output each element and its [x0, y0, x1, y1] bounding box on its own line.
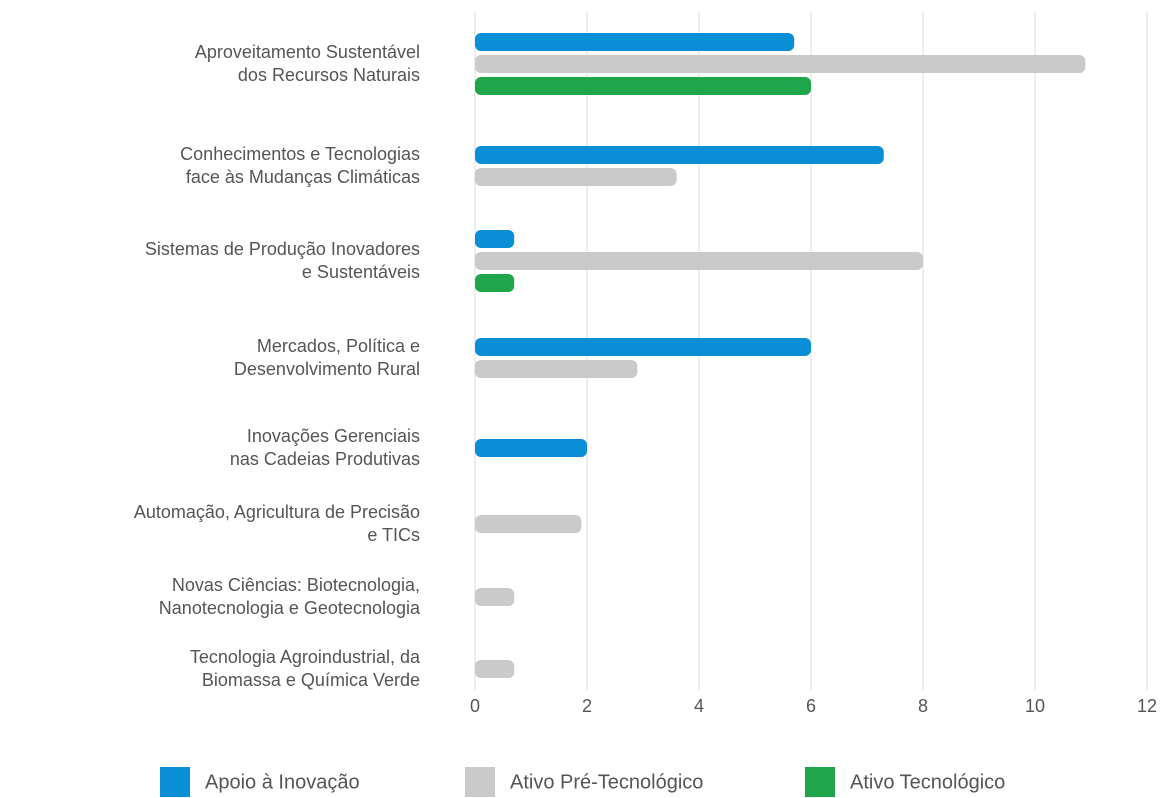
- category-label: Automação, Agricultura de Precisão: [134, 502, 420, 522]
- x-tick-label: 12: [1137, 696, 1157, 716]
- legend-swatch: [805, 767, 835, 797]
- category-label: face às Mudanças Climáticas: [186, 167, 420, 187]
- legend-swatch: [160, 767, 190, 797]
- bar: [475, 338, 811, 356]
- category-label: Inovações Gerenciais: [247, 426, 420, 446]
- bar: [475, 360, 638, 378]
- category-label: Conhecimentos e Tecnologias: [180, 144, 420, 164]
- category-label: Sistemas de Produção Inovadores: [145, 239, 420, 259]
- legend-label: Apoio à Inovação: [205, 771, 360, 793]
- legend-label: Ativo Tecnológico: [850, 771, 1005, 793]
- category-label: Novas Ciências: Biotecnologia,: [172, 575, 420, 595]
- category-label: Nanotecnologia e Geotecnologia: [159, 598, 421, 618]
- bar: [475, 439, 587, 457]
- category-label: dos Recursos Naturais: [238, 65, 420, 85]
- bar: [475, 588, 515, 606]
- category-label: e TICs: [367, 525, 420, 545]
- category-label: Mercados, Política e: [257, 336, 420, 356]
- legend-swatch: [465, 767, 495, 797]
- category-label: Biomassa e Química Verde: [202, 670, 420, 690]
- x-tick-label: 8: [918, 696, 928, 716]
- x-tick-label: 6: [806, 696, 816, 716]
- bar: [475, 168, 677, 186]
- category-label: e Sustentáveis: [302, 262, 420, 282]
- bar: [475, 146, 884, 164]
- bar: [475, 274, 515, 292]
- x-tick-label: 0: [470, 696, 480, 716]
- bar: [475, 55, 1086, 73]
- bar: [475, 252, 923, 270]
- bar: [475, 515, 582, 533]
- legend-label: Ativo Pré-Tecnológico: [510, 771, 703, 793]
- bar: [475, 230, 515, 248]
- category-label: Tecnologia Agroindustrial, da: [190, 647, 421, 667]
- category-label: Aproveitamento Sustentável: [195, 42, 420, 62]
- category-label: Desenvolvimento Rural: [234, 359, 420, 379]
- bar: [475, 77, 811, 95]
- bar: [475, 33, 795, 51]
- x-tick-label: 10: [1025, 696, 1045, 716]
- bar: [475, 660, 515, 678]
- x-tick-label: 4: [694, 696, 704, 716]
- x-tick-label: 2: [582, 696, 592, 716]
- category-label: nas Cadeias Produtivas: [230, 449, 420, 469]
